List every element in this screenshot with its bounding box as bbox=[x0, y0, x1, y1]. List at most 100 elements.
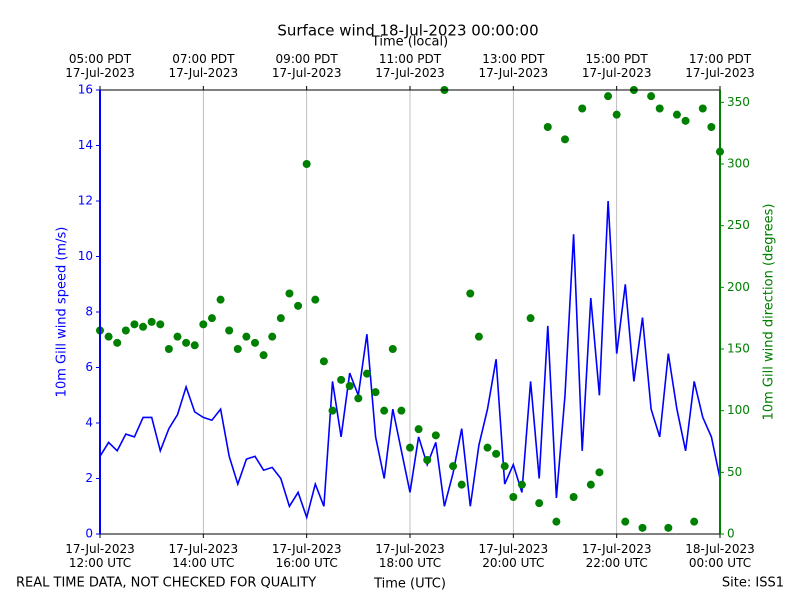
direction-point bbox=[233, 345, 242, 353]
direction-point bbox=[449, 462, 458, 471]
direction-point bbox=[414, 425, 423, 434]
direction-point bbox=[182, 338, 191, 347]
x2-tick-label: 15:00 PDT 17-Jul-2023 bbox=[581, 52, 652, 80]
y2-tick-label: 0 bbox=[727, 527, 735, 541]
direction-point bbox=[328, 406, 337, 415]
x2-tick-label: 13:00 PDT 17-Jul-2023 bbox=[478, 52, 549, 80]
direction-point bbox=[207, 314, 216, 323]
x-axis-label: Time (UTC) bbox=[373, 577, 446, 592]
direction-point bbox=[199, 320, 208, 329]
direction-point bbox=[130, 320, 139, 329]
x-tick-label: 17-Jul-2023 22:00 UTC bbox=[581, 542, 652, 570]
direction-point bbox=[526, 314, 535, 323]
y2-axis-label: 10m Gill wind direction (degrees) bbox=[762, 204, 777, 421]
y-tick-label: 2 bbox=[85, 471, 93, 485]
y2-tick-label: 350 bbox=[727, 95, 750, 109]
direction-point bbox=[345, 382, 354, 390]
direction-point bbox=[190, 341, 199, 350]
x-tick-label: 17-Jul-2023 20:00 UTC bbox=[478, 542, 549, 570]
direction-point bbox=[139, 322, 148, 331]
direction-point bbox=[698, 104, 707, 113]
direction-point bbox=[466, 289, 475, 298]
y2-tick-label: 200 bbox=[727, 280, 750, 294]
direction-point bbox=[595, 468, 604, 477]
direction-point bbox=[569, 493, 578, 501]
x2-tick-label: 07:00 PDT 17-Jul-2023 bbox=[168, 52, 239, 80]
x2-tick-label: 05:00 PDT 17-Jul-2023 bbox=[65, 52, 135, 80]
direction-point bbox=[535, 499, 544, 508]
direction-point bbox=[586, 480, 595, 489]
x-tick-label: 17-Jul-2023 14:00 UTC bbox=[168, 542, 239, 570]
y2-tick-label: 50 bbox=[727, 465, 742, 479]
direction-point bbox=[371, 388, 380, 397]
x2-tick-label: 09:00 PDT 17-Jul-2023 bbox=[271, 52, 342, 80]
y2-tick-label: 300 bbox=[727, 157, 750, 171]
direction-point bbox=[156, 320, 165, 329]
y-tick-label: 14 bbox=[78, 138, 93, 152]
direction-point bbox=[552, 517, 561, 526]
direction-point bbox=[311, 295, 320, 304]
direction-point bbox=[397, 406, 406, 415]
direction-point bbox=[517, 480, 526, 489]
direction-point bbox=[251, 338, 259, 347]
y2-tick-label: 150 bbox=[727, 342, 750, 356]
direction-point bbox=[612, 110, 621, 119]
y-tick-label: 8 bbox=[85, 305, 93, 319]
direction-point bbox=[380, 406, 389, 415]
direction-point bbox=[543, 123, 552, 131]
direction-point bbox=[561, 135, 569, 144]
direction-point bbox=[337, 375, 346, 384]
direction-point bbox=[509, 493, 518, 501]
direction-point bbox=[113, 338, 122, 347]
direction-point bbox=[406, 443, 414, 452]
direction-point bbox=[474, 332, 483, 341]
direction-point bbox=[225, 326, 234, 335]
y-axis-label: 10m Gill wind speed (m/s) bbox=[55, 227, 70, 398]
direction-point bbox=[655, 104, 664, 113]
direction-point bbox=[638, 523, 647, 532]
x-tick-label: 17-Jul-2023 16:00 UTC bbox=[271, 542, 342, 570]
direction-point bbox=[302, 160, 311, 168]
y-tick-label: 12 bbox=[78, 194, 93, 208]
footer-right: Site: ISS1 bbox=[722, 576, 784, 591]
direction-point bbox=[388, 345, 397, 353]
direction-point bbox=[121, 326, 130, 335]
direction-point bbox=[216, 295, 225, 304]
direction-point bbox=[707, 123, 716, 131]
direction-point bbox=[500, 462, 509, 471]
direction-point bbox=[164, 345, 173, 353]
direction-point bbox=[276, 314, 285, 323]
y-tick-label: 6 bbox=[85, 360, 93, 374]
direction-point bbox=[690, 517, 699, 526]
x2-axis-label: Time (local) bbox=[371, 35, 448, 50]
x2-tick-label: 11:00 PDT 17-Jul-2023 bbox=[375, 52, 445, 80]
x-tick-label: 18-Jul-2023 00:00 UTC bbox=[685, 542, 755, 570]
direction-point bbox=[319, 357, 328, 366]
y-tick-label: 0 bbox=[85, 527, 93, 541]
y-tick-label: 16 bbox=[78, 83, 93, 97]
direction-point bbox=[621, 517, 630, 526]
x-tick-label: 17-Jul-2023 12:00 UTC bbox=[65, 542, 135, 570]
direction-point bbox=[604, 92, 613, 101]
direction-point bbox=[457, 480, 466, 489]
x2-tick-label: 17:00 PDT 17-Jul-2023 bbox=[685, 52, 755, 80]
direction-point bbox=[431, 431, 440, 440]
y2-tick-label: 250 bbox=[727, 218, 750, 232]
direction-point bbox=[681, 116, 690, 125]
direction-point bbox=[647, 92, 656, 101]
x-tick-label: 17-Jul-2023 18:00 UTC bbox=[375, 542, 445, 570]
speed-line bbox=[99, 200, 721, 521]
direction-point bbox=[268, 332, 277, 341]
footer-left: REAL TIME DATA, NOT CHECKED FOR QUALITY bbox=[16, 576, 316, 591]
y2-tick-label: 100 bbox=[727, 403, 750, 417]
direction-point bbox=[259, 351, 268, 360]
direction-point bbox=[492, 449, 501, 458]
direction-point bbox=[285, 289, 294, 298]
direction-point bbox=[104, 332, 113, 341]
chart-title: Surface wind 18-Jul-2023 00:00:00 bbox=[277, 22, 538, 40]
direction-point bbox=[294, 301, 303, 310]
direction-point bbox=[173, 332, 182, 341]
direction-point bbox=[362, 369, 371, 378]
